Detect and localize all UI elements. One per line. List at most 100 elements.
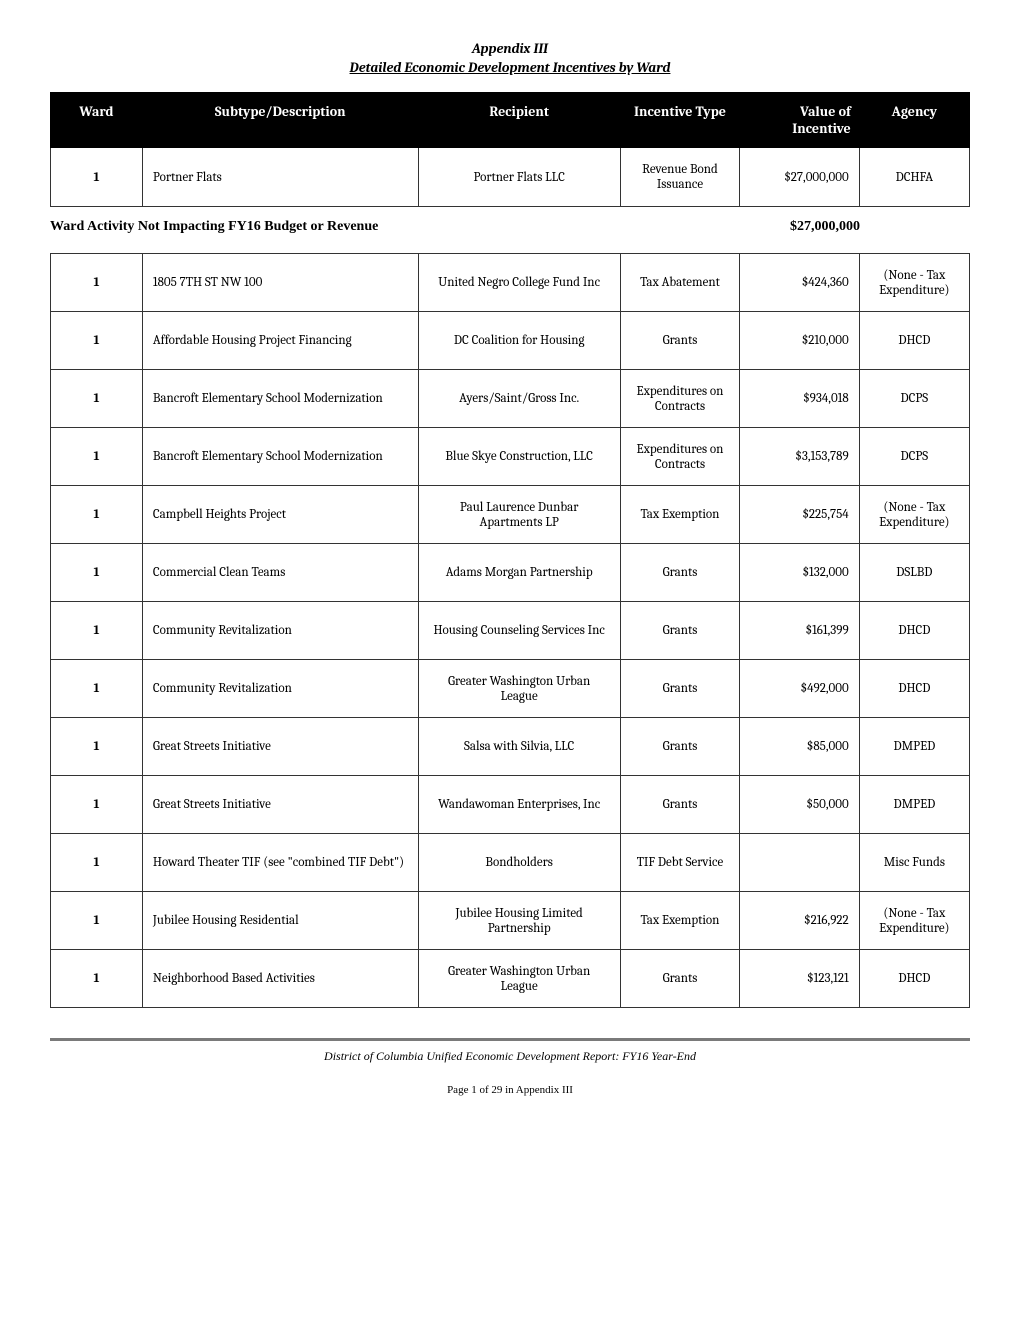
cell-value: $132,000 xyxy=(740,544,859,602)
cell-recipient: Portner Flats LLC xyxy=(418,148,620,207)
footer-text: District of Columbia Unified Economic De… xyxy=(50,1049,970,1064)
cell-recipient: Greater Washington Urban League xyxy=(418,950,620,1008)
cell-ward: 1 xyxy=(51,370,143,428)
cell-value: $216,922 xyxy=(740,892,859,950)
table-row: 1Bancroft Elementary School Modernizatio… xyxy=(51,428,970,486)
appendix-subtitle: Detailed Economic Development Incentives… xyxy=(50,59,970,76)
cell-recipient: Blue Skye Construction, LLC xyxy=(418,428,620,486)
page-number: Page 1 of 29 in Appendix III xyxy=(50,1084,970,1096)
cell-ward: 1 xyxy=(51,834,143,892)
cell-subtype: Community Revitalization xyxy=(142,602,418,660)
table-row: 1Bancroft Elementary School Modernizatio… xyxy=(51,370,970,428)
appendix-title: Appendix III xyxy=(50,40,970,57)
cell-subtype: Portner Flats xyxy=(142,148,418,207)
cell-recipient: Bondholders xyxy=(418,834,620,892)
cell-agency: (None - Tax Expenditure) xyxy=(859,486,969,544)
cell-agency: (None - Tax Expenditure) xyxy=(859,892,969,950)
cell-incentive-type: Grants xyxy=(620,776,739,834)
cell-subtype: Affordable Housing Project Financing xyxy=(142,312,418,370)
cell-recipient: Greater Washington Urban League xyxy=(418,660,620,718)
table-row: 1Community RevitalizationGreater Washing… xyxy=(51,660,970,718)
cell-value: $161,399 xyxy=(740,602,859,660)
cell-agency: DMPED xyxy=(859,776,969,834)
cell-value: $225,754 xyxy=(740,486,859,544)
table-row: 1Howard Theater TIF (see "combined TIF D… xyxy=(51,834,970,892)
cell-ward: 1 xyxy=(51,544,143,602)
cell-incentive-type: Grants xyxy=(620,602,739,660)
cell-ward: 1 xyxy=(51,428,143,486)
cell-agency: (None - Tax Expenditure) xyxy=(859,254,969,312)
cell-agency: DCHFA xyxy=(859,148,969,207)
cell-agency: DCPS xyxy=(859,428,969,486)
summary-row: Ward Activity Not Impacting FY16 Budget … xyxy=(50,219,970,235)
cell-ward: 1 xyxy=(51,718,143,776)
cell-ward: 1 xyxy=(51,312,143,370)
cell-agency: Misc Funds xyxy=(859,834,969,892)
cell-agency: DSLBD xyxy=(859,544,969,602)
cell-recipient: Wandawoman Enterprises, Inc xyxy=(418,776,620,834)
cell-ward: 1 xyxy=(51,486,143,544)
cell-ward: 1 xyxy=(51,950,143,1008)
table-row: 1Commercial Clean TeamsAdams Morgan Part… xyxy=(51,544,970,602)
cell-recipient: United Negro College Fund Inc xyxy=(418,254,620,312)
cell-ward: 1 xyxy=(51,602,143,660)
table-row: 1Neighborhood Based ActivitiesGreater Wa… xyxy=(51,950,970,1008)
table-row: 1 Portner Flats Portner Flats LLC Revenu… xyxy=(51,148,970,207)
cell-subtype: 1805 7TH ST NW 100 xyxy=(142,254,418,312)
cell-recipient: Adams Morgan Partnership xyxy=(418,544,620,602)
table-row: 1Affordable Housing Project FinancingDC … xyxy=(51,312,970,370)
cell-incentive-type: Expenditures on Contracts xyxy=(620,428,739,486)
cell-incentive-type: Grants xyxy=(620,660,739,718)
cell-ward: 1 xyxy=(51,254,143,312)
cell-agency: DCPS xyxy=(859,370,969,428)
col-value: Value of Incentive xyxy=(740,93,859,148)
cell-ward: 1 xyxy=(51,148,143,207)
cell-value: $50,000 xyxy=(740,776,859,834)
cell-incentive-type: Expenditures on Contracts xyxy=(620,370,739,428)
cell-agency: DHCD xyxy=(859,602,969,660)
cell-subtype: Community Revitalization xyxy=(142,660,418,718)
table-header-row: Ward Subtype/Description Recipient Incen… xyxy=(51,93,970,148)
cell-incentive-type: Tax Exemption xyxy=(620,892,739,950)
cell-value: $210,000 xyxy=(740,312,859,370)
cell-incentive-type: Grants xyxy=(620,950,739,1008)
cell-agency: DHCD xyxy=(859,660,969,718)
header-summary-table: Ward Subtype/Description Recipient Incen… xyxy=(50,92,970,207)
cell-incentive-type: Grants xyxy=(620,544,739,602)
cell-ward: 1 xyxy=(51,660,143,718)
table-row: 1Community RevitalizationHousing Counsel… xyxy=(51,602,970,660)
cell-recipient: DC Coalition for Housing xyxy=(418,312,620,370)
cell-value: $27,000,000 xyxy=(740,148,859,207)
col-recipient: Recipient xyxy=(418,93,620,148)
cell-value: $492,000 xyxy=(740,660,859,718)
cell-incentive-type: Grants xyxy=(620,718,739,776)
footer-rule xyxy=(50,1038,970,1041)
cell-agency: DMPED xyxy=(859,718,969,776)
table-row: 1Jubilee Housing ResidentialJubilee Hous… xyxy=(51,892,970,950)
cell-incentive-type: TIF Debt Service xyxy=(620,834,739,892)
col-agency: Agency xyxy=(859,93,969,148)
cell-value: $3,153,789 xyxy=(740,428,859,486)
cell-recipient: Salsa with Silvia, LLC xyxy=(418,718,620,776)
cell-recipient: Jubilee Housing Limited Partnership xyxy=(418,892,620,950)
cell-value: $123,121 xyxy=(740,950,859,1008)
detail-table: 11805 7TH ST NW 100United Negro College … xyxy=(50,253,970,1008)
cell-subtype: Campbell Heights Project xyxy=(142,486,418,544)
summary-label: Ward Activity Not Impacting FY16 Budget … xyxy=(50,219,378,235)
cell-subtype: Great Streets Initiative xyxy=(142,776,418,834)
summary-amount: $27,000,000 xyxy=(790,219,970,235)
col-incentive-type: Incentive Type xyxy=(620,93,739,148)
cell-incentive-type: Tax Exemption xyxy=(620,486,739,544)
cell-subtype: Bancroft Elementary School Modernization xyxy=(142,428,418,486)
cell-value: $934,018 xyxy=(740,370,859,428)
cell-subtype: Commercial Clean Teams xyxy=(142,544,418,602)
cell-value: $424,360 xyxy=(740,254,859,312)
cell-subtype: Bancroft Elementary School Modernization xyxy=(142,370,418,428)
cell-incentive-type: Revenue Bond Issuance xyxy=(620,148,739,207)
cell-agency: DHCD xyxy=(859,312,969,370)
cell-incentive-type: Tax Abatement xyxy=(620,254,739,312)
cell-subtype: Howard Theater TIF (see "combined TIF De… xyxy=(142,834,418,892)
cell-incentive-type: Grants xyxy=(620,312,739,370)
cell-value xyxy=(740,834,859,892)
table-row: 1Campbell Heights ProjectPaul Laurence D… xyxy=(51,486,970,544)
